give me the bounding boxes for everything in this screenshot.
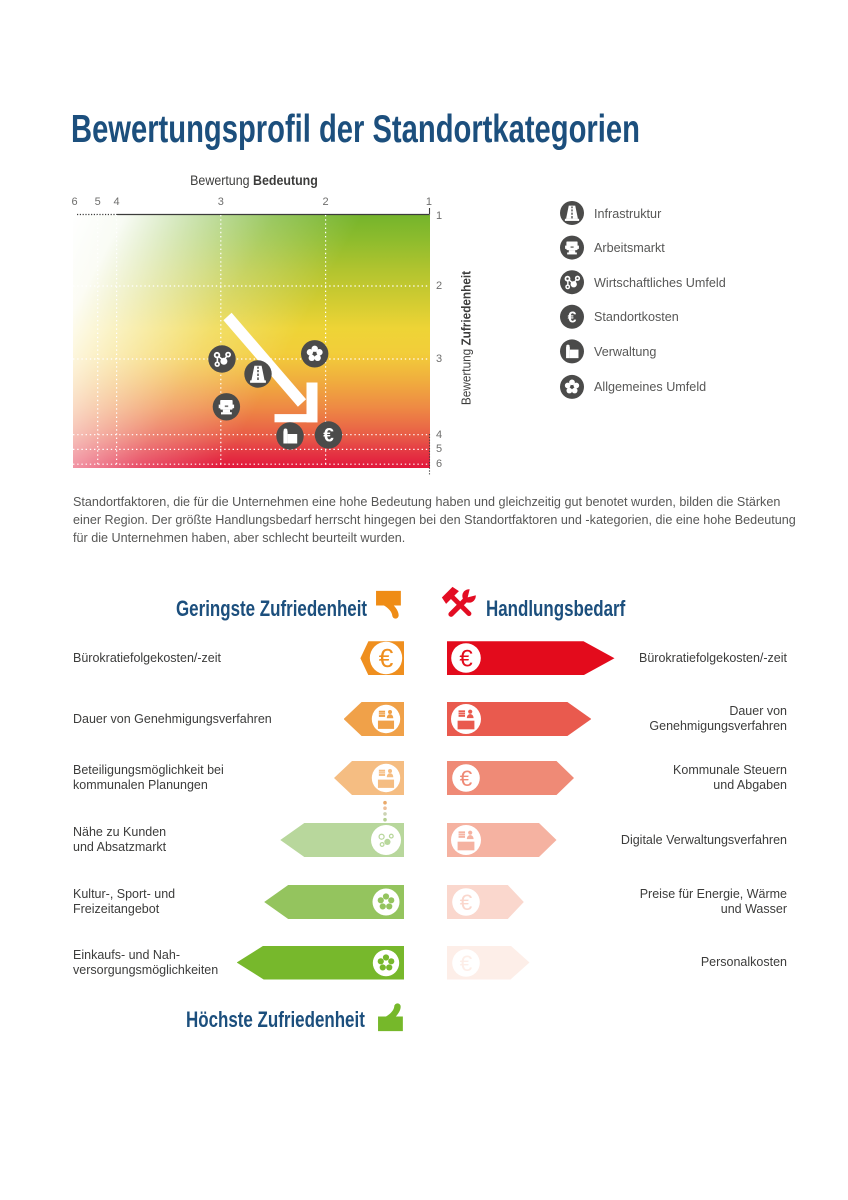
- svg-text:€: €: [459, 646, 473, 673]
- svg-text:€: €: [378, 643, 393, 673]
- svg-text:€: €: [459, 890, 472, 915]
- svg-text:€: €: [323, 426, 334, 447]
- svg-text:€: €: [568, 309, 577, 326]
- svg-text:€: €: [459, 766, 472, 791]
- svg-text:€: €: [459, 950, 472, 975]
